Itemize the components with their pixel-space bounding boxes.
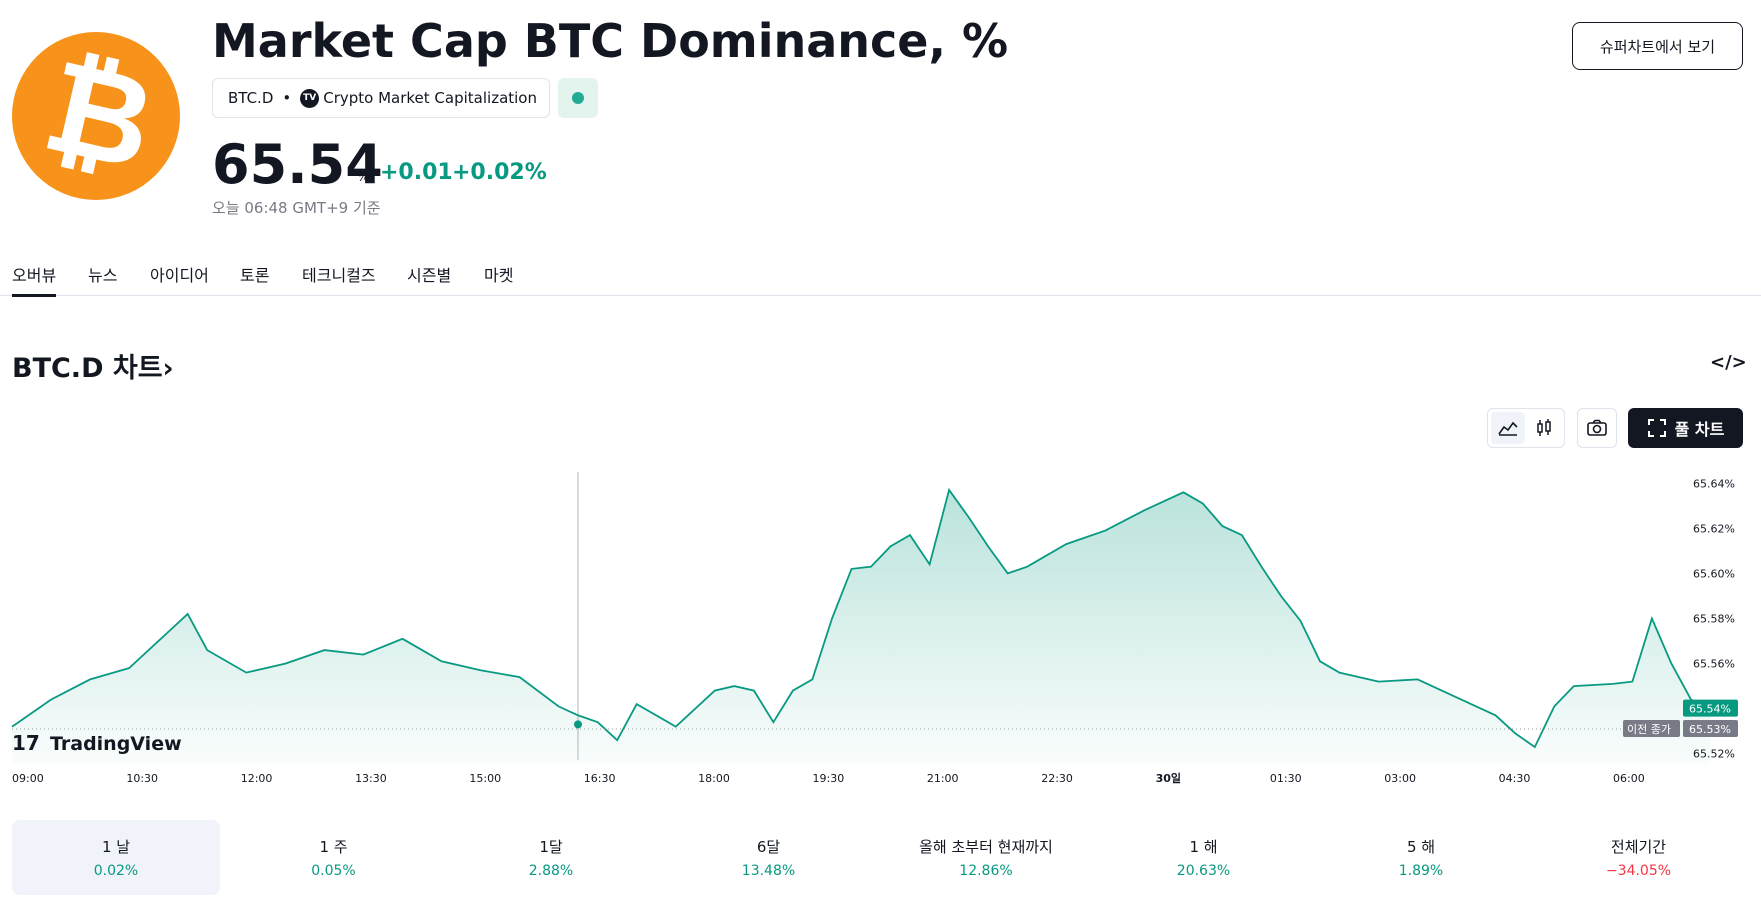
period-label: 올해 초부터 현재까지	[919, 838, 1053, 856]
x-tick-label: 15:00	[469, 772, 501, 785]
price-change-percent: +0.02%	[452, 160, 547, 185]
performance-periods: 1 날 0.02% 1 주 0.05% 1달 2.88% 6달 13.48% 올해 초부터 현재…	[12, 820, 1752, 895]
prev-close-text: 이전 종가	[1627, 723, 1671, 736]
fullscreen-icon	[1647, 419, 1666, 437]
prev-close-value-label: 65.53%	[1689, 723, 1731, 736]
source-label: Crypto Market Capitalization	[323, 89, 537, 107]
period-7[interactable]: 전체기간 −34.05%	[1535, 820, 1743, 895]
x-tick-label: 21:00	[927, 772, 959, 785]
x-tick-label: 16:30	[584, 772, 616, 785]
symbol-pill[interactable]: BTC.D • TV Crypto Market Capitalization	[212, 78, 550, 118]
x-tick-label: 12:00	[241, 772, 273, 785]
period-change-value: 0.05%	[311, 863, 356, 879]
y-tick-label: 65.62%	[1693, 522, 1735, 535]
y-tick-label: 65.64%	[1693, 477, 1735, 490]
period-change-value: 20.63%	[1176, 863, 1231, 879]
candles-icon[interactable]	[1527, 412, 1561, 444]
period-change-value: −34.05%	[1605, 863, 1672, 879]
section-tabs: 오버뷰 뉴스 아이디어 토론 테크니컬즈 시즌별 마켓	[0, 256, 1761, 297]
x-tick-label: 03:00	[1384, 772, 1416, 785]
period-1[interactable]: 1 주 0.05%	[230, 820, 438, 895]
y-tick-label: 65.58%	[1693, 613, 1735, 626]
camera-icon[interactable]	[1577, 408, 1617, 448]
y-tick-label: 65.56%	[1693, 658, 1735, 671]
period-label: 1 날	[101, 838, 131, 856]
page-title: Market Cap BTC Dominance, %	[212, 14, 1009, 68]
x-tick-label: 22:30	[1041, 772, 1073, 785]
chart-heading-link[interactable]: BTC.D 차트›	[12, 353, 174, 384]
x-tick-label: 06:00	[1613, 772, 1645, 785]
period-change-value: 0.02%	[93, 863, 139, 879]
tradingview-logo-icon: 17	[12, 731, 40, 755]
tab-news[interactable]: 뉴스	[88, 266, 118, 285]
market-open-icon	[572, 92, 584, 104]
bitcoin-logo: ₿	[12, 31, 180, 200]
period-0[interactable]: 1 날 0.02%	[12, 820, 220, 895]
y-tick-label: 65.60%	[1693, 567, 1735, 580]
price-area-fill	[12, 490, 1711, 765]
tradingview-icon: TV	[300, 88, 320, 108]
separator-dot: •	[282, 89, 292, 107]
period-change-value: 2.88%	[528, 863, 574, 879]
x-tick-label: 19:30	[813, 772, 845, 785]
open-supercharts-button[interactable]: 슈퍼차트에서 보기	[1572, 22, 1743, 70]
tab-discussion[interactable]: 토론	[240, 266, 270, 285]
x-tick-label: 18:00	[698, 772, 730, 785]
prev-close-tag	[1623, 719, 1680, 737]
x-tick-label: 01:30	[1270, 772, 1302, 785]
embed-code-icon[interactable]: </>	[1710, 352, 1747, 373]
crosshair-marker	[574, 720, 582, 729]
tab-markets[interactable]: 마켓	[484, 266, 514, 285]
period-6[interactable]: 5 해 1.89%	[1317, 820, 1525, 895]
price-change: +0.01	[380, 160, 453, 185]
period-label: 1 해	[1189, 838, 1218, 856]
tradingview-watermark-text: TradingView	[50, 733, 182, 755]
bitcoin-logo-glyph: ₿	[31, 31, 167, 200]
price-chart[interactable]: 65.64% 65.62% 65.60% 65.58% 65.56% 65.54% 65.5…	[0, 460, 1761, 790]
full-chart-button[interactable]: 풀 차트	[1628, 408, 1743, 448]
x-tick-label: 04:30	[1499, 772, 1531, 785]
x-tick-label: 09:00	[12, 772, 44, 785]
as-of-time: 오늘 06:48 GMT+9 기준	[212, 199, 381, 217]
chart-style-toggle	[1487, 408, 1565, 448]
period-label: 전체기간	[1610, 838, 1667, 856]
period-5[interactable]: 1 해 20.63%	[1100, 820, 1308, 895]
last-value-tag	[1683, 699, 1738, 717]
last-value-label: 65.54%	[1689, 703, 1731, 716]
period-2[interactable]: 1달 2.88%	[447, 820, 655, 895]
period-label: 5 해	[1406, 838, 1436, 856]
period-3[interactable]: 6달 13.48%	[665, 820, 873, 895]
x-tick-label: 13:30	[355, 772, 387, 785]
area-chart-icon[interactable]	[1491, 412, 1525, 444]
tab-seasonals[interactable]: 시즌별	[407, 266, 452, 285]
prev-close-value-tag	[1683, 719, 1738, 737]
period-change-value: 13.48%	[741, 863, 796, 879]
x-tick-label: 30일	[1156, 771, 1181, 785]
last-price: 65.54	[212, 133, 383, 196]
period-label: 1 주	[319, 838, 348, 856]
price-unit: %	[357, 170, 370, 185]
price-line	[11, 487, 1711, 749]
period-label: 6달	[756, 838, 781, 856]
symbol-label: BTC.D	[228, 89, 274, 107]
period-change-value: 12.86%	[959, 863, 1013, 879]
y-tick-label: 65.52%	[1693, 748, 1735, 761]
full-chart-label: 풀 차트	[1674, 420, 1725, 439]
market-status-badge[interactable]	[558, 78, 598, 118]
tab-technicals[interactable]: 테크니컬즈	[302, 266, 376, 285]
tab-overview[interactable]: 오버뷰	[12, 262, 57, 297]
period-change-value: 1.89%	[1398, 863, 1444, 879]
period-label: 1달	[539, 838, 563, 856]
tab-ideas[interactable]: 아이디어	[150, 266, 209, 285]
tradingview-watermark[interactable]: 17 TradingView	[12, 731, 182, 755]
period-4[interactable]: 올해 초부터 현재까지 12.86%	[882, 820, 1090, 895]
x-tick-label: 10:30	[126, 772, 158, 785]
